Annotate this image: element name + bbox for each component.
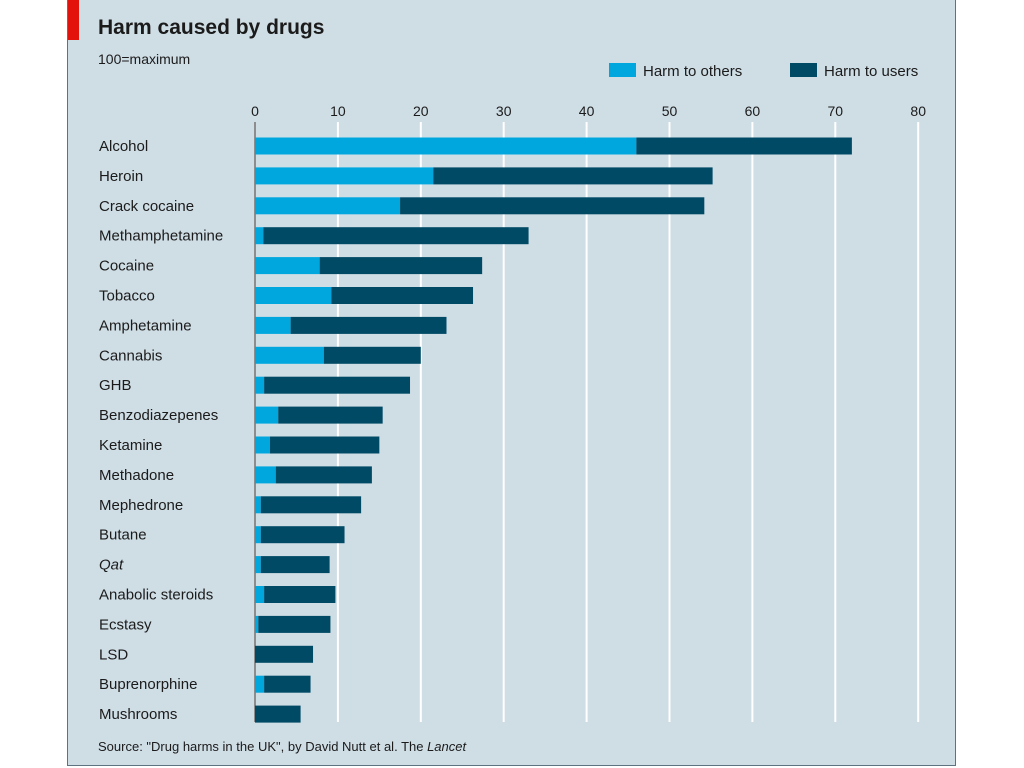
bar-harm-to-others	[255, 436, 270, 454]
bar-harm-to-others	[255, 287, 332, 304]
x-tick-label: 60	[745, 103, 761, 119]
bar-harm-to-users	[260, 556, 330, 574]
bar-harm-to-users	[278, 406, 383, 424]
bar-harm-to-users	[323, 346, 421, 364]
bar-harm-to-others	[255, 227, 264, 245]
bar-harm-to-others	[255, 376, 265, 394]
x-tick-label: 20	[413, 103, 429, 119]
category-label: Amphetamine	[99, 317, 192, 334]
category-label: Ecstasy	[99, 616, 152, 633]
brand-red-tag	[68, 0, 79, 40]
category-label: Ketamine	[99, 437, 162, 454]
source-prefix: Source: "Drug harms in the UK", by David…	[98, 739, 428, 754]
bar-harm-to-users	[275, 466, 372, 484]
bar-harm-to-others	[255, 526, 261, 544]
category-label: Heroin	[99, 168, 143, 185]
bar-harm-to-users	[260, 496, 362, 514]
bar-harm-to-users	[290, 316, 447, 334]
category-label: Mushrooms	[99, 706, 177, 723]
bar-harm-to-users	[263, 227, 529, 245]
x-tick-label: 50	[662, 103, 678, 119]
chart-panel: Harm caused by drugs 100=maximum 0 10 20 30…	[67, 0, 956, 766]
bar-harm-to-others	[255, 316, 291, 334]
bar-harm-to-users	[319, 257, 483, 275]
bar-harm-to-others	[255, 615, 259, 633]
bar-harm-to-others	[255, 586, 265, 603]
x-tick-label: 10	[330, 103, 346, 119]
bar-harm-to-others	[255, 197, 401, 215]
category-label: Methamphetamine	[99, 228, 223, 245]
bar-chart: 0 10 20 30 40 50 60 70 80 Alcohol Heroin Crack coc…	[99, 63, 926, 723]
category-label: LSD	[99, 646, 128, 663]
legend-swatch-others	[609, 63, 636, 77]
bar-harm-to-others	[255, 466, 276, 484]
bar-harm-to-others	[255, 137, 637, 155]
legend: Harm to others Harm to users	[609, 63, 918, 80]
source-journal: Lancet	[427, 739, 467, 754]
category-label: Anabolic steroids	[99, 587, 213, 604]
bar-harm-to-others	[255, 406, 279, 424]
category-label: Methadone	[99, 467, 174, 484]
bars	[255, 137, 852, 723]
chart-subtitle: 100=maximum	[98, 51, 191, 67]
category-label: Qat	[99, 557, 124, 574]
bar-harm-to-users	[258, 615, 331, 633]
x-axis-ticks: 0 10 20 30 40 50 60 70 80	[251, 103, 926, 119]
x-tick-label: 0	[251, 103, 259, 119]
x-tick-label: 80	[910, 103, 926, 119]
x-tick-label: 30	[496, 103, 512, 119]
category-label: Buprenorphine	[99, 676, 197, 693]
bar-harm-to-users	[260, 526, 345, 544]
category-label: Butane	[99, 527, 147, 544]
category-label: Crack cocaine	[99, 198, 194, 215]
category-label: Alcohol	[99, 138, 148, 155]
bar-harm-to-users	[636, 137, 852, 155]
category-label: Tobacco	[99, 288, 155, 305]
category-label: Cocaine	[99, 258, 154, 275]
category-label: Benzodiazepenes	[99, 407, 218, 424]
category-label: Mephedrone	[99, 497, 183, 514]
x-tick-label: 70	[828, 103, 844, 119]
bar-harm-to-others	[255, 556, 261, 574]
bar-harm-to-users	[400, 197, 705, 215]
category-label: Cannabis	[99, 347, 162, 364]
bar-harm-to-users	[331, 287, 474, 304]
bar-harm-to-others	[255, 346, 324, 364]
bar-harm-to-others	[255, 675, 265, 693]
legend-label-others: Harm to others	[643, 63, 742, 80]
bar-harm-to-users	[255, 645, 314, 663]
chart-title: Harm caused by drugs	[98, 16, 325, 39]
bar-harm-to-others	[255, 496, 261, 514]
source-note: Source: "Drug harms in the UK", by David…	[98, 739, 466, 754]
x-tick-label: 40	[579, 103, 595, 119]
bar-harm-to-users	[264, 376, 411, 394]
bar-harm-to-users	[264, 675, 311, 693]
bar-harm-to-users	[433, 167, 713, 185]
legend-label-users: Harm to users	[824, 63, 918, 80]
bar-harm-to-users	[264, 586, 336, 603]
bar-harm-to-others	[255, 257, 320, 275]
bar-harm-to-users	[255, 705, 301, 723]
bar-harm-to-users	[269, 436, 380, 454]
legend-swatch-users	[790, 63, 817, 77]
bar-harm-to-others	[255, 167, 434, 185]
category-labels: Alcohol Heroin Crack cocaine Methamphetamin…	[99, 138, 223, 723]
category-label: GHB	[99, 377, 132, 394]
